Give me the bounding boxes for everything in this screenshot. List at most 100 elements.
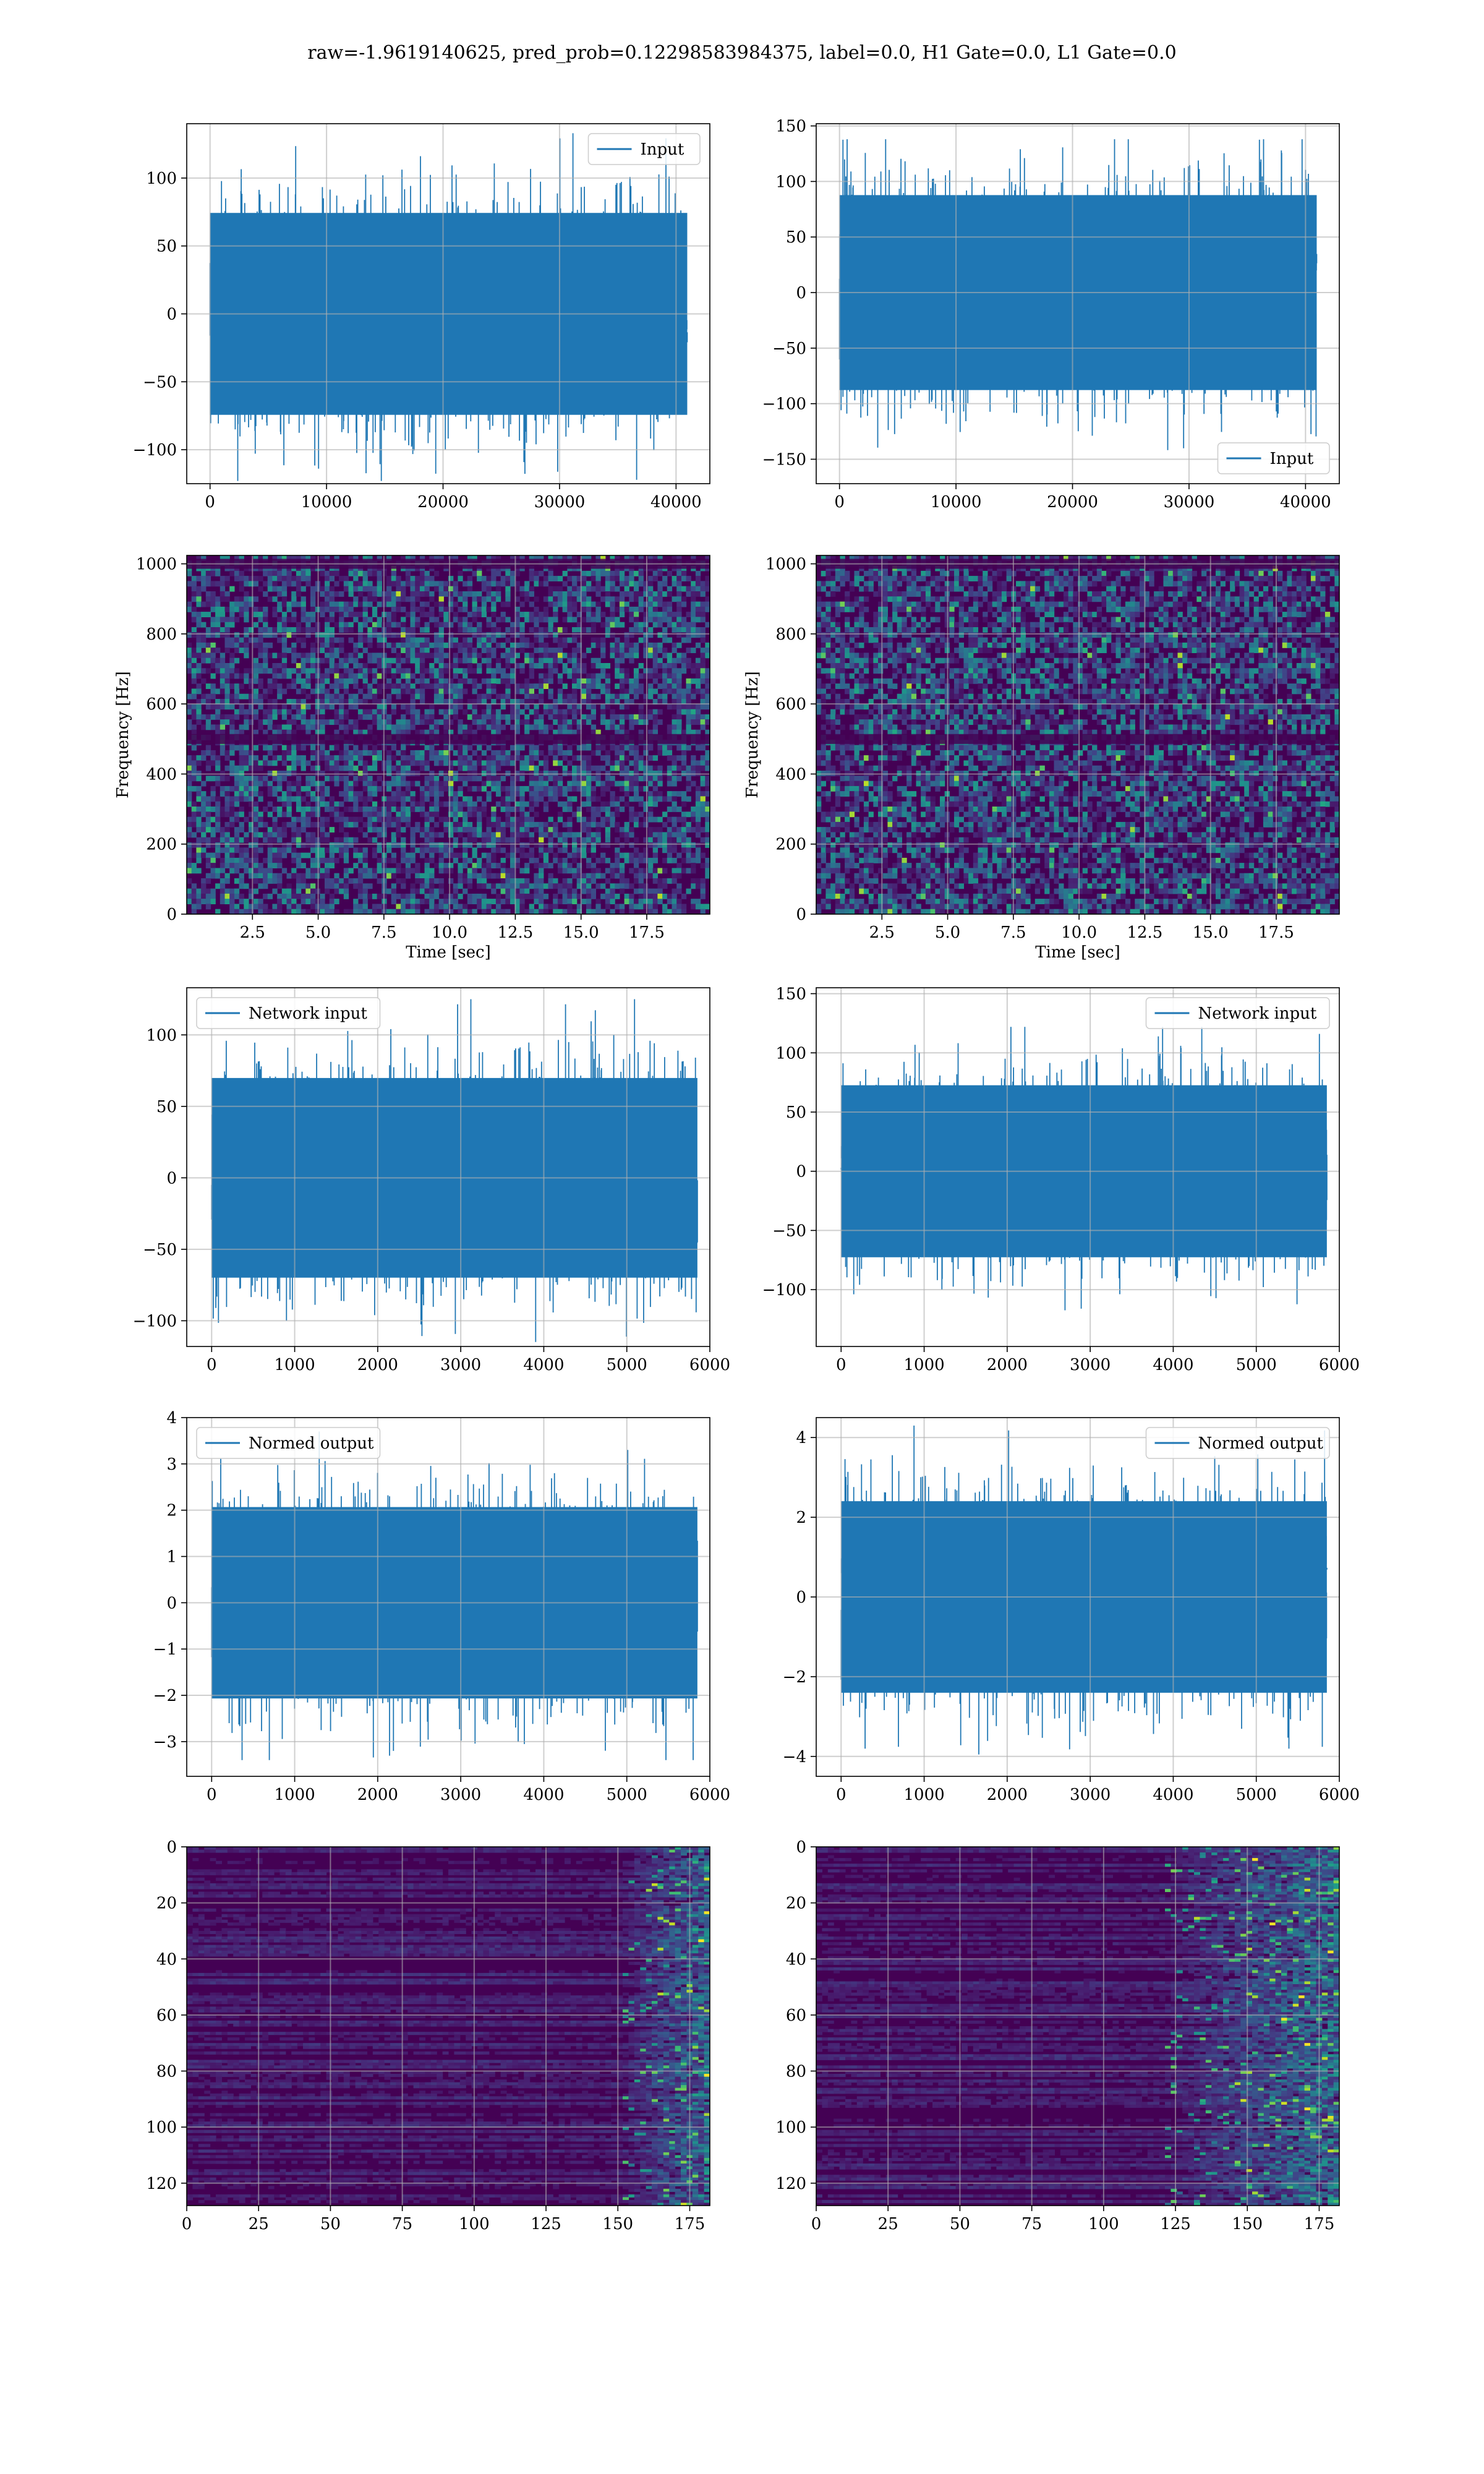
- heatmap-cell: [615, 683, 620, 689]
- heatmap-cell: [343, 883, 349, 889]
- heatmap-cell: [205, 657, 211, 664]
- heatmap-cell: [215, 622, 221, 628]
- heatmap-cell: [586, 601, 592, 607]
- heatmap-cell: [539, 678, 544, 684]
- heatmap-cell: [210, 827, 216, 833]
- heatmap-cell: [581, 663, 587, 669]
- heatmap-cell: [401, 847, 406, 854]
- heatmap-cell: [339, 576, 344, 581]
- heatmap-cell: [429, 785, 435, 792]
- heatmap-cell: [514, 832, 520, 838]
- heatmap-cell: [343, 796, 349, 802]
- heatmap-cell: [595, 637, 601, 643]
- heatmap-cell: [643, 637, 649, 643]
- heatmap-cell: [258, 653, 263, 659]
- heatmap-cell: [372, 755, 378, 761]
- heatmap-cell: [467, 724, 473, 730]
- heatmap-cell: [210, 796, 216, 802]
- heatmap-cell: [310, 653, 316, 659]
- heatmap-cell: [705, 776, 710, 782]
- heatmap-cell: [448, 760, 454, 766]
- heatmap-cell: [296, 873, 302, 879]
- heatmap-cell: [267, 842, 273, 848]
- heatmap-cell: [481, 807, 487, 812]
- heatmap-cell: [196, 576, 202, 581]
- heatmap-cell: [224, 765, 230, 771]
- heatmap-cell: [581, 847, 587, 854]
- heatmap-cell: [472, 807, 477, 812]
- heatmap-cell: [391, 796, 396, 802]
- heatmap-cell: [543, 581, 549, 587]
- heatmap-cell: [201, 883, 207, 889]
- heatmap-cell: [367, 765, 373, 771]
- heatmap-cell: [543, 663, 549, 669]
- heatmap-cell: [263, 642, 268, 648]
- heatmap-cell: [591, 657, 596, 664]
- heatmap-cell: [291, 796, 297, 802]
- heatmap-cell: [600, 745, 606, 751]
- heatmap-cell: [353, 657, 359, 664]
- heatmap-cell: [495, 816, 501, 823]
- heatmap-cell: [244, 796, 249, 802]
- heatmap-cell: [353, 724, 359, 730]
- heatmap-cell: [567, 878, 573, 884]
- heatmap-cell: [234, 781, 240, 787]
- heatmap-cell: [463, 750, 468, 756]
- heatmap-cell: [310, 648, 316, 653]
- heatmap-cell: [210, 816, 216, 823]
- heatmap-cell: [438, 883, 444, 889]
- heatmap-cell: [320, 750, 325, 756]
- heatmap-cell: [301, 863, 306, 868]
- heatmap-cell: [272, 832, 278, 838]
- heatmap-cell: [453, 704, 458, 710]
- heatmap-cell: [453, 842, 458, 848]
- heatmap-cell: [234, 765, 240, 771]
- heatmap-cell: [244, 709, 249, 715]
- heatmap-cell: [500, 847, 506, 854]
- heatmap-cell: [267, 581, 273, 587]
- heatmap-cell: [405, 648, 411, 653]
- heatmap-cell: [605, 601, 611, 607]
- heatmap-cell: [624, 776, 629, 782]
- heatmap-cell: [424, 729, 430, 735]
- heatmap-cell: [191, 755, 197, 761]
- heatmap-cell: [700, 776, 706, 782]
- heatmap-cell: [524, 657, 530, 664]
- heatmap-cell: [291, 760, 297, 766]
- heatmap-cell: [624, 555, 629, 561]
- heatmap-cell: [529, 627, 534, 633]
- heatmap-cell: [301, 612, 306, 617]
- heatmap-cell: [643, 857, 649, 863]
- heatmap-cell: [557, 832, 563, 838]
- heatmap-cell: [391, 581, 396, 587]
- heatmap-cell: [463, 617, 468, 623]
- heatmap-cell: [572, 873, 578, 879]
- heatmap-cell: [600, 781, 606, 787]
- heatmap-cell: [258, 648, 263, 653]
- heatmap-cell: [548, 622, 553, 628]
- heatmap-cell: [581, 883, 587, 889]
- heatmap-cell: [619, 673, 625, 679]
- heatmap-cell: [391, 801, 396, 807]
- heatmap-cell: [377, 863, 382, 868]
- heatmap-cell: [239, 612, 244, 617]
- heatmap-cell: [362, 586, 368, 592]
- heatmap-cell: [458, 657, 463, 664]
- heatmap-cell: [672, 801, 677, 807]
- heatmap-cell: [676, 765, 682, 771]
- heatmap-cell: [448, 801, 454, 807]
- heatmap-cell: [305, 657, 311, 664]
- heatmap-cell: [567, 760, 573, 766]
- heatmap-cell: [463, 755, 468, 761]
- heatmap-cell: [281, 617, 288, 623]
- heatmap-cell: [672, 648, 677, 653]
- heatmap-cell: [325, 719, 330, 725]
- heatmap-cell: [529, 699, 534, 704]
- heatmap-cell: [610, 699, 615, 704]
- heatmap-cell: [486, 668, 492, 674]
- heatmap-cell: [305, 683, 311, 689]
- heatmap-cell: [539, 847, 544, 854]
- heatmap-cell: [201, 586, 207, 592]
- heatmap-cell: [377, 642, 382, 648]
- heatmap-cell: [667, 807, 673, 812]
